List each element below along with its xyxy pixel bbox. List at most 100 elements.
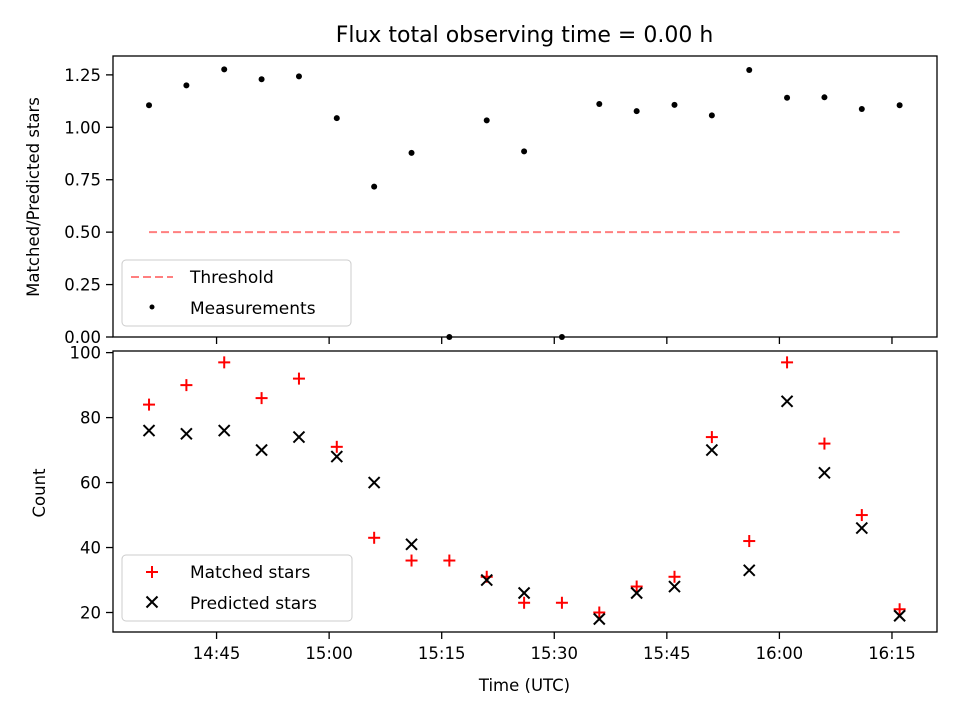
matched-star-point: [743, 535, 756, 548]
predicted-star-point: [180, 427, 193, 441]
bottom-y-tick-label: 80: [80, 409, 101, 428]
legend-predicted-swatch-b: [145, 595, 159, 609]
measurement-point: [221, 66, 228, 73]
matched-star-point: [292, 372, 305, 385]
matched-star-point: [555, 596, 568, 609]
predicted-star-marker-b: [480, 573, 493, 587]
predicted-star-point: [517, 586, 531, 600]
predicted-star-marker-b: [142, 424, 156, 437]
predicted-star-marker-b: [593, 612, 606, 626]
legend-measurements-label: Measurements: [190, 299, 316, 319]
measurement-point: [858, 106, 865, 113]
predicted-star-point: [705, 443, 719, 457]
x-axis-label: Time (UTC): [478, 676, 570, 695]
matched-star-point: [781, 356, 794, 369]
predicted-star-point: [480, 573, 493, 587]
bottom-x-tick-label: 14:45: [193, 644, 241, 663]
bottom-y-tick-label: 40: [80, 539, 101, 558]
predicted-star-point: [818, 466, 831, 480]
top-y-tick-label: 1.25: [64, 66, 101, 85]
measurement-point: [258, 76, 265, 83]
top-y-tick-label: 0.25: [64, 276, 101, 295]
predicted-star-point: [743, 564, 756, 577]
predicted-star-point: [893, 609, 906, 622]
matched-star-point: [143, 398, 156, 411]
predicted-star-point: [405, 538, 418, 551]
predicted-star-marker-b: [630, 586, 643, 600]
matched-star-point: [893, 603, 906, 616]
matched-star-point: [518, 596, 531, 609]
top-y-tick-label: 0.75: [64, 171, 101, 190]
legend-threshold-label: Threshold: [189, 268, 274, 288]
measurement-point: [408, 149, 415, 156]
legend-measurements-swatch: [149, 304, 155, 310]
measurement-point: [708, 112, 715, 119]
legend-predicted-swatch: [145, 595, 159, 609]
matched-star-point: [668, 570, 681, 583]
matched-star-point: [630, 580, 643, 593]
predicted-star-marker-b: [818, 466, 831, 480]
legend-predicted-label: Predicted stars: [190, 594, 317, 614]
predicted-star-marker-b: [180, 427, 193, 441]
matched-star-point: [705, 431, 718, 444]
top-plot-frame: [112, 55, 938, 338]
predicted-star-marker-b: [367, 476, 381, 489]
predicted-star-marker-b: [855, 521, 869, 535]
measurement-point: [333, 115, 340, 122]
bottom-x-tick-label: 16:00: [756, 644, 804, 663]
predicted-star-point: [668, 580, 681, 593]
matched-star-point: [330, 440, 343, 453]
legend-matched-swatch: [146, 566, 158, 578]
predicted-star-marker-b: [405, 538, 418, 551]
matched-star-point: [368, 531, 381, 544]
measurement-point: [896, 102, 903, 109]
predicted-star-point: [255, 443, 268, 457]
measurement-point: [483, 117, 490, 124]
matched-star-point: [255, 392, 268, 405]
top-plot: 0.00 0.25 0.50 0.75 1.00 1.25 Threshold Measure…: [64, 55, 938, 347]
matched-star-point: [593, 606, 606, 619]
measurement-point: [821, 94, 828, 101]
matched-star-point: [818, 437, 831, 450]
predicted-star-point: [292, 430, 306, 444]
measurement-point: [295, 73, 302, 80]
predicted-star-point: [367, 476, 381, 489]
predicted-star-point: [780, 395, 794, 408]
bottom-plot: 20 40 60 80 100 14:45 15:00 15:15 15:30 15:45 16:0…: [70, 344, 938, 663]
predicted-star-point: [330, 450, 343, 463]
predicted-star-marker-b: [517, 586, 531, 600]
predicted-star-point: [630, 586, 643, 600]
legend-matched-label: Matched stars: [190, 563, 310, 583]
measurement-point: [146, 102, 153, 109]
predicted-star-point: [218, 424, 231, 437]
measurement-point: [596, 101, 603, 108]
bottom-x-tick-label: 16:15: [868, 644, 916, 663]
bottom-y-tick-label: 20: [80, 604, 101, 623]
bottom-x-tick-label: 15:30: [530, 644, 578, 663]
bottom-y-tick-label: 100: [70, 344, 102, 363]
matched-star-point: [443, 554, 456, 567]
bottom-y-axis-label: Count: [30, 468, 49, 518]
bottom-x-tick-label: 15:15: [418, 644, 466, 663]
top-legend-box: [121, 259, 352, 327]
measurement-point: [371, 183, 378, 190]
bottom-legend-box: [121, 554, 353, 622]
matched-star-point: [180, 379, 193, 392]
bottom-plot-frame: [112, 350, 938, 633]
bottom-x-tick-label: 15:45: [643, 644, 691, 663]
predicted-star-point: [593, 612, 606, 626]
top-y-tick-label: 0.50: [64, 223, 101, 242]
matched-star-point: [855, 509, 868, 522]
top-y-tick-label: 1.00: [64, 118, 101, 137]
top-chart-title: Flux total observing time = 0.00 h: [336, 23, 714, 48]
top-y-axis-label: Matched/Predicted stars: [24, 97, 43, 297]
predicted-star-marker-b: [705, 443, 719, 457]
measurement-point: [633, 108, 640, 115]
predicted-star-marker-b: [743, 564, 756, 577]
predicted-star-marker-b: [330, 450, 343, 463]
predicted-star-point: [855, 521, 869, 535]
top-y-tick-label: 0.00: [64, 328, 101, 347]
predicted-star-marker-b: [893, 609, 906, 622]
predicted-star-marker-b: [668, 580, 681, 593]
